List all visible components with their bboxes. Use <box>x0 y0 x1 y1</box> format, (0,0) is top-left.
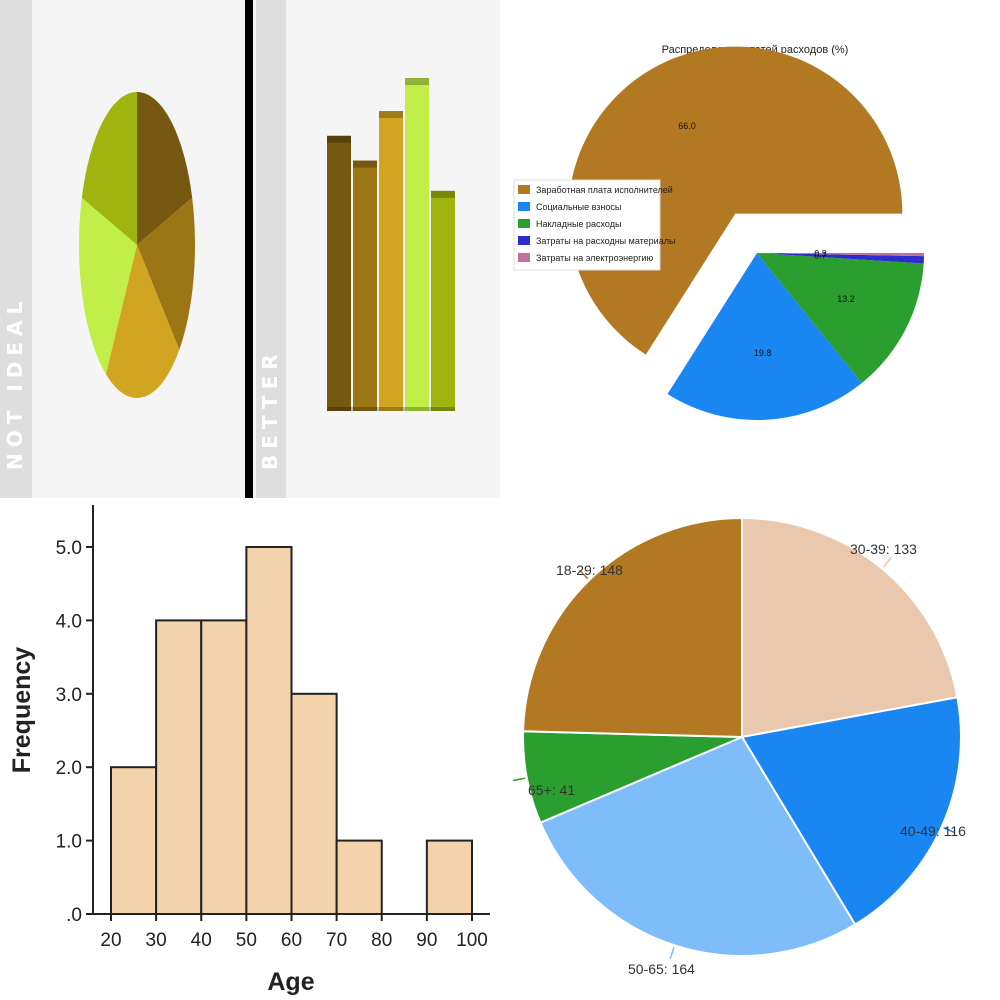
pie-slice <box>757 253 924 264</box>
leader-line <box>512 777 526 782</box>
x-axis-title: Age <box>267 968 314 996</box>
legend-label: Затраты на электроэнергию <box>536 253 653 263</box>
legend-label: Накладные расходы <box>536 219 621 229</box>
expenses-pie: 66.0 19.8 13.2 0.70.3 <box>568 46 924 421</box>
slice-value-label: 66.0 <box>678 121 696 131</box>
histogram-bar <box>245 546 293 915</box>
x-tick-label: 40 <box>191 930 212 951</box>
histogram-bar <box>425 839 473 915</box>
y-tick-label: 5.0 <box>56 538 82 559</box>
legend-label: Социальные взносы <box>536 202 621 212</box>
pie-slice <box>757 253 924 384</box>
better-side-strip <box>256 0 286 498</box>
x-tick-label: 60 <box>281 930 302 951</box>
histogram-bar <box>110 766 158 916</box>
slice-label: 18-29: 148 <box>556 562 623 578</box>
pie-slice <box>740 696 962 926</box>
legend-swatch <box>518 236 530 245</box>
legend-swatch <box>518 202 530 211</box>
pie-slice <box>757 253 924 257</box>
legend-label: Затраты на расходны материалы <box>536 236 675 246</box>
slice-value-label: 13.2 <box>837 294 855 304</box>
pie-slice <box>105 245 180 398</box>
x-tick-label: 50 <box>236 930 257 951</box>
pie-slice <box>137 197 195 350</box>
pie-slice <box>522 516 743 739</box>
legend-box <box>513 179 661 271</box>
slice-label: 30-39: 133 <box>850 541 917 557</box>
bar-top-shade <box>431 190 455 198</box>
bar-top-shade <box>405 78 429 85</box>
slice-value-label: 0.3 <box>814 249 827 259</box>
legend-swatch <box>518 253 530 262</box>
y-axis-title: Frequency <box>8 647 36 774</box>
histogram-bar <box>155 619 203 916</box>
y-tick-label: 2.0 <box>56 758 82 779</box>
age-groups-pie: 30-39: 133 40-49: 116 50-65: 164 65+: 41 18-… <box>512 516 966 977</box>
leader-line <box>578 569 589 580</box>
x-tick-label: 20 <box>100 930 121 951</box>
legend-swatch <box>518 185 530 194</box>
bar <box>405 78 429 411</box>
legend-label: Заработная плата исполнителей <box>536 185 673 195</box>
slice-label: 40-49: 116 <box>900 823 966 839</box>
not-ideal-pie <box>79 92 195 398</box>
x-tick-label: 70 <box>326 930 347 951</box>
pie-slice <box>539 735 857 957</box>
x-tick-label: 90 <box>416 930 437 951</box>
better-label: BETTER <box>258 348 282 470</box>
y-tick-label: 3.0 <box>56 685 82 706</box>
slice-value-label: 0.7 <box>814 251 827 261</box>
bar <box>353 160 377 411</box>
legend-swatch <box>518 219 530 228</box>
histogram-bar <box>290 692 338 915</box>
histogram-bar <box>335 839 383 915</box>
slice-value-label: 19.8 <box>754 348 772 358</box>
slice-label: 50-65: 164 <box>628 961 695 977</box>
bar-top-shade <box>327 135 351 143</box>
slice-label: 65+: 41 <box>528 782 575 798</box>
bar-top-shade <box>379 111 403 119</box>
pie-slice <box>137 92 193 245</box>
leader-line <box>943 826 955 834</box>
y-tick-label: 4.0 <box>56 611 82 632</box>
histogram-bar <box>200 619 248 916</box>
y-tick-label: .0 <box>66 905 82 926</box>
bar-top-shade <box>353 160 377 168</box>
y-tick-label: 1.0 <box>56 832 82 853</box>
x-tick-label: 80 <box>371 930 392 951</box>
pie-slice <box>741 516 959 739</box>
bar <box>379 111 403 412</box>
bar <box>327 135 351 411</box>
pie-slice <box>667 253 862 421</box>
expenses-legend: Заработная плата исполнителей Социальные … <box>513 179 675 271</box>
better-bar-chart <box>327 78 455 412</box>
pie-slice <box>81 92 137 245</box>
x-tick-label: 30 <box>146 930 167 951</box>
age-histogram: .0 1.0 2.0 3.0 4.0 5.0 20 30 40 50 60 70 80 90 100 Age F… <box>8 505 490 996</box>
pie-slice <box>568 46 903 355</box>
panel-divider <box>245 0 253 498</box>
pie-slice <box>79 197 137 375</box>
x-tick-label: 100 <box>456 930 488 951</box>
bar-baseline <box>327 407 455 411</box>
not-ideal-side-strip <box>0 0 32 498</box>
bar <box>431 190 455 411</box>
not-ideal-label: NOT IDEAL <box>3 296 27 470</box>
leader-line <box>882 557 892 568</box>
leader-line <box>669 947 675 959</box>
